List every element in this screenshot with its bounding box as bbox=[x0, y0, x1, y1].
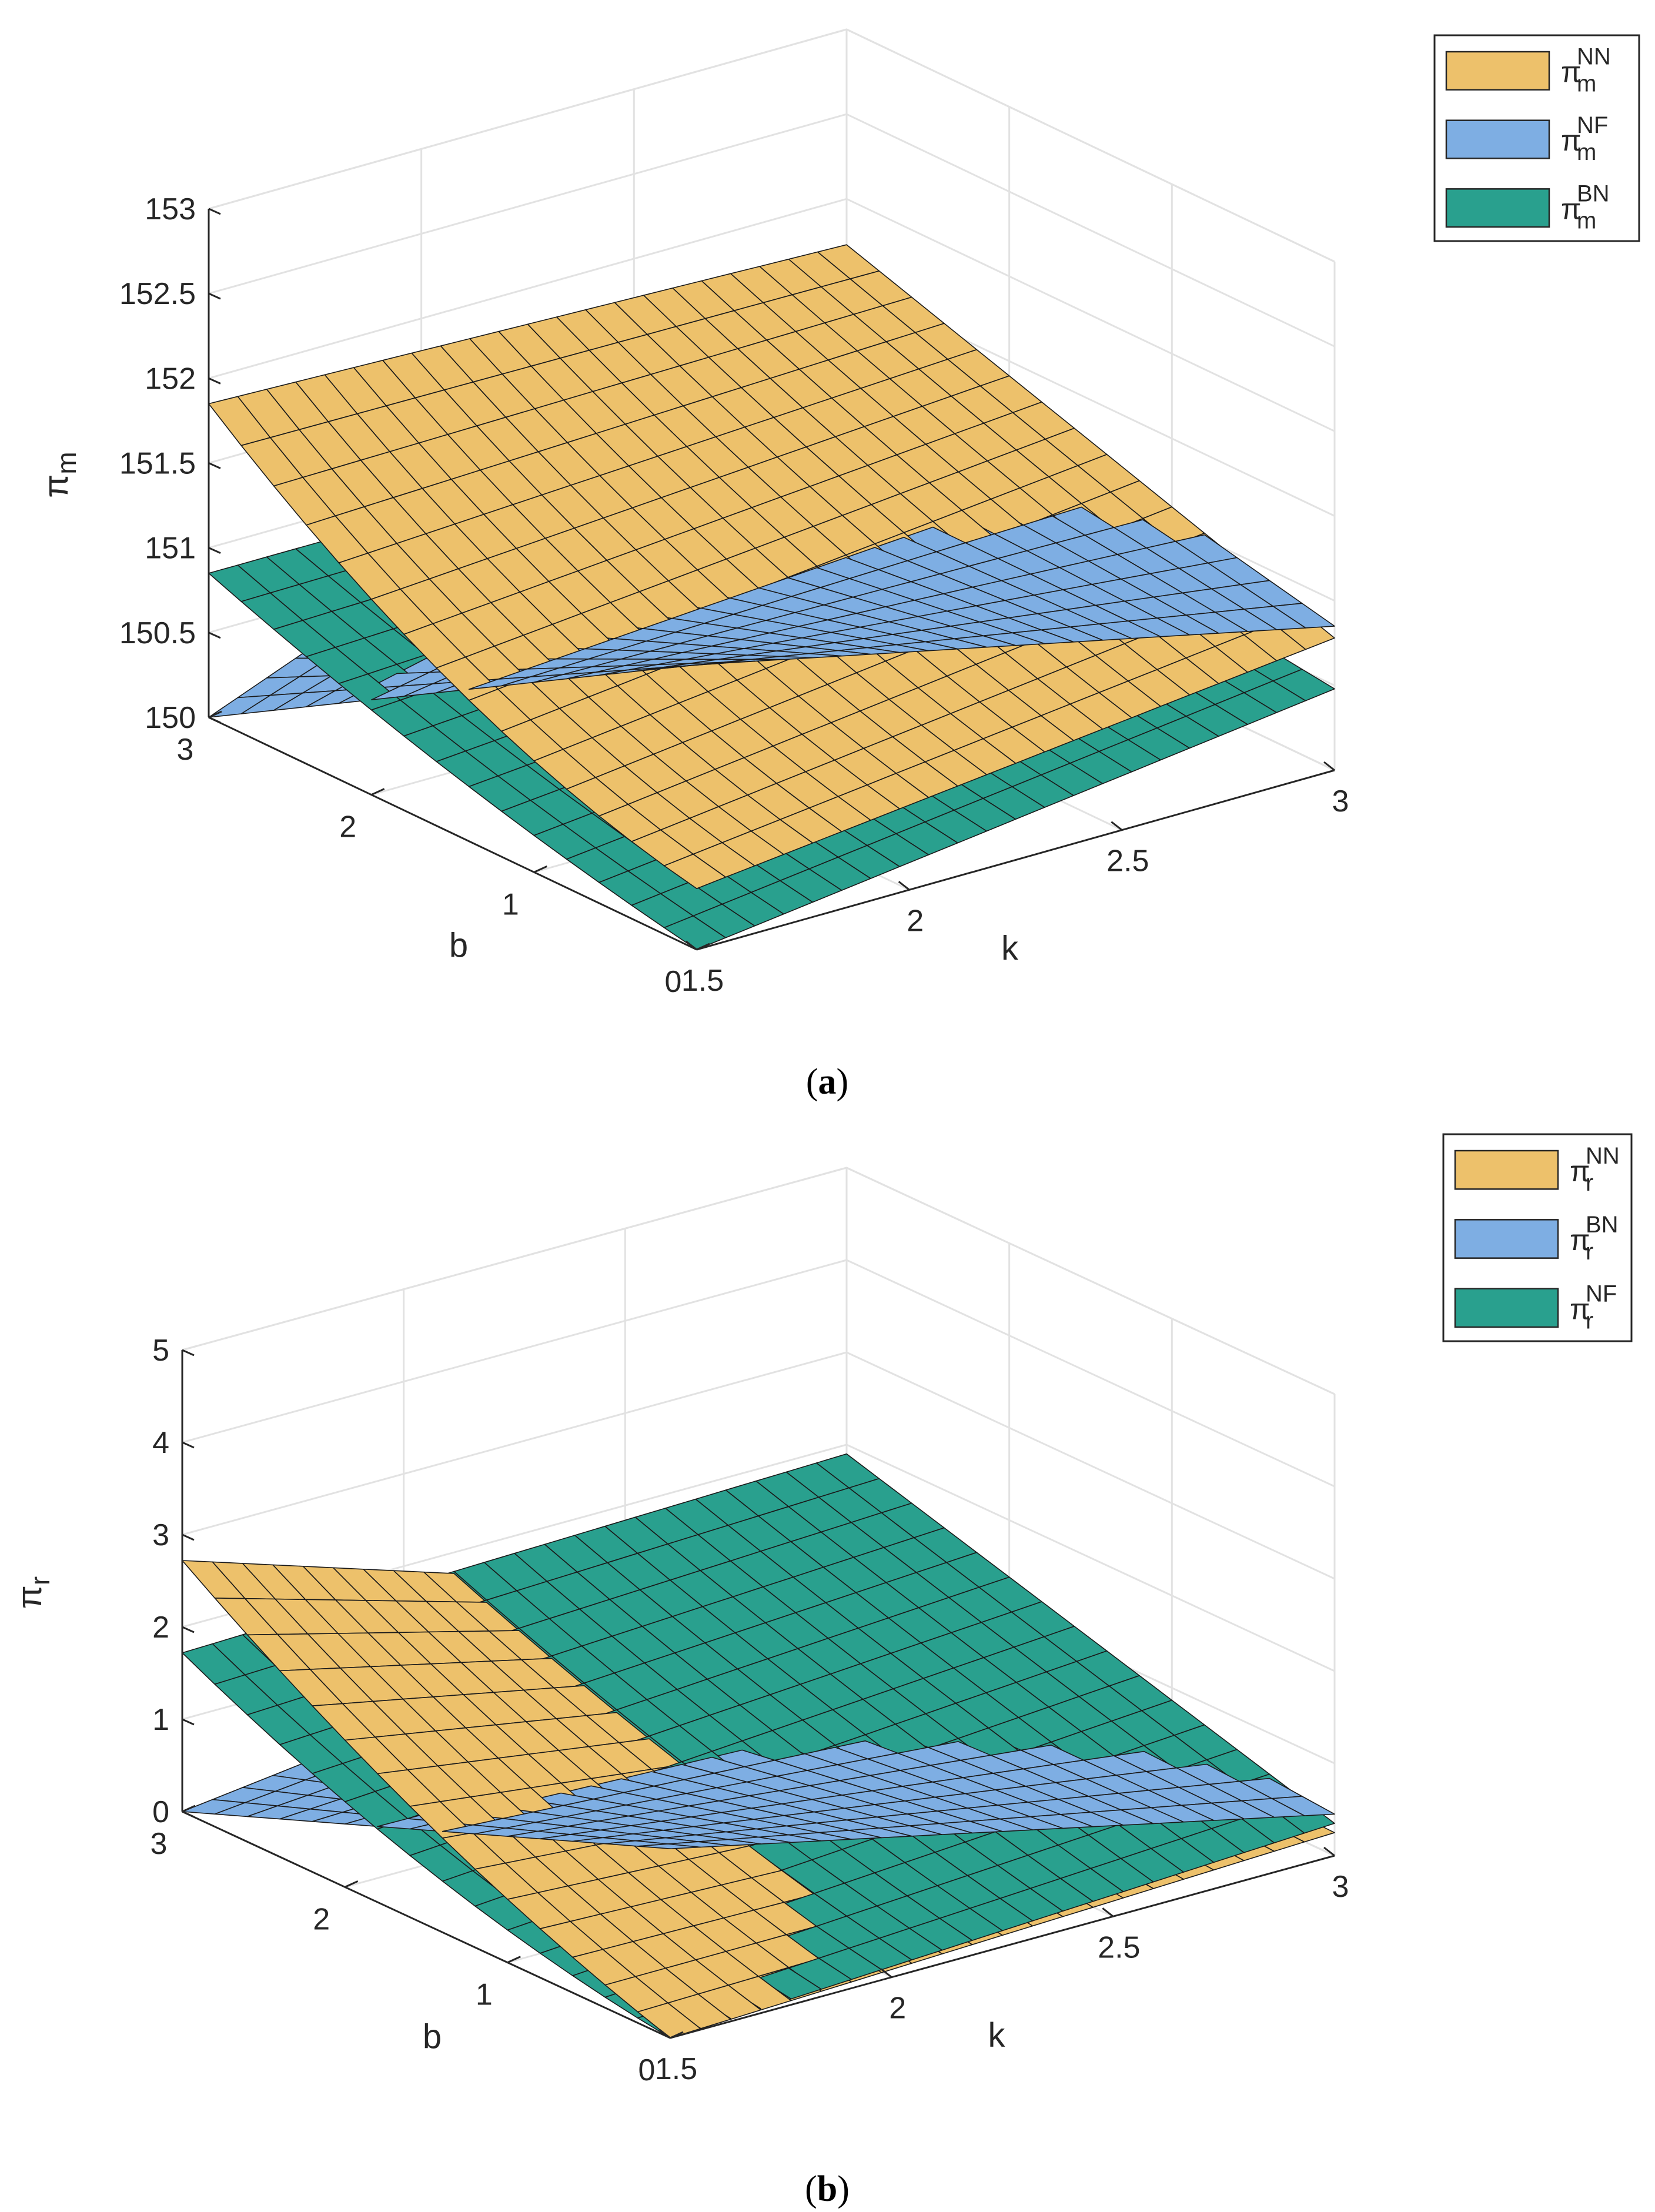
z-tick-label: 1 bbox=[152, 1703, 169, 1737]
z-tick-label: 151.5 bbox=[119, 447, 196, 481]
k-tick-label: 2.5 bbox=[1098, 1930, 1140, 1964]
b-tick-label: 2 bbox=[313, 1902, 330, 1936]
z-tick-label: 151 bbox=[145, 532, 196, 566]
z-axis-label: πm bbox=[37, 452, 82, 497]
b-tick bbox=[371, 788, 385, 796]
k-tick-label: 1.5 bbox=[655, 2052, 697, 2086]
z-tick bbox=[208, 631, 221, 639]
legend-swatch-nf bbox=[1454, 1288, 1559, 1328]
b-tick bbox=[507, 1956, 521, 1964]
b-tick bbox=[696, 943, 710, 951]
k-tick bbox=[1323, 1846, 1335, 1857]
k-axis-line bbox=[670, 1855, 1335, 2039]
z-tick-label: 150.5 bbox=[119, 616, 196, 650]
b-tick bbox=[670, 2031, 684, 2039]
z-tick-label: 2 bbox=[152, 1610, 169, 1645]
z-tick-label: 152.5 bbox=[119, 277, 196, 311]
wall-top-edge bbox=[208, 28, 1335, 263]
surface-cell-nn bbox=[663, 853, 727, 889]
legend-label-nn: πmNN bbox=[1561, 44, 1611, 96]
k-tick bbox=[686, 940, 697, 951]
k-axis-label: k bbox=[1001, 930, 1019, 968]
b-tick-label: 0 bbox=[665, 965, 682, 999]
k-axis-line bbox=[696, 769, 1335, 951]
k-tick-label: 1.5 bbox=[681, 964, 724, 998]
b-tick-label: 2 bbox=[339, 810, 356, 844]
k-tick bbox=[659, 2029, 671, 2039]
z-tick bbox=[182, 1441, 195, 1449]
z-tick bbox=[208, 208, 221, 215]
z-tick bbox=[182, 1349, 195, 1356]
z-tick-label: 152 bbox=[145, 362, 196, 396]
z-tick bbox=[208, 377, 221, 385]
b-axis-line bbox=[208, 716, 697, 951]
z-gridline bbox=[182, 1259, 1335, 1488]
b-tick bbox=[182, 1805, 196, 1813]
z-tick bbox=[208, 462, 221, 469]
k-tick-label: 3 bbox=[1332, 784, 1349, 818]
k-tick-label: 2 bbox=[907, 904, 924, 938]
panel-label-a: (a) bbox=[806, 1062, 848, 1102]
z-tick bbox=[208, 716, 221, 724]
legend-label-nf: πrNF bbox=[1570, 1281, 1617, 1334]
legend-swatch-bn bbox=[1445, 188, 1550, 228]
k-tick bbox=[1111, 821, 1123, 831]
legend-swatch-nn bbox=[1454, 1150, 1559, 1190]
k-tick-label: 2.5 bbox=[1106, 844, 1149, 878]
b-tick-label: 3 bbox=[151, 1827, 168, 1861]
b-tick-label: 3 bbox=[177, 733, 194, 767]
b-axis-label: b bbox=[423, 2018, 442, 2056]
legend-swatch-bn bbox=[1454, 1219, 1559, 1259]
z-tick bbox=[182, 1810, 195, 1818]
z-tick-label: 5 bbox=[152, 1334, 169, 1368]
z-gridline bbox=[182, 1167, 1335, 1395]
z-tick bbox=[182, 1626, 195, 1633]
surface-cell-bn bbox=[637, 1843, 701, 1849]
k-tick bbox=[1323, 761, 1335, 771]
b-axis-label: b bbox=[449, 927, 468, 965]
legend-label-bn: πmBN bbox=[1561, 181, 1610, 234]
legend-swatch-nf bbox=[1445, 119, 1550, 159]
z-tick-label: 0 bbox=[152, 1795, 169, 1829]
k-axis-label: k bbox=[988, 2016, 1006, 2054]
z-tick-label: 4 bbox=[152, 1426, 169, 1460]
k-tick bbox=[1102, 1907, 1114, 1917]
b-tick bbox=[533, 865, 547, 873]
z-tick-label: 150 bbox=[145, 701, 196, 735]
b-axis-line bbox=[182, 1810, 671, 2039]
b-tick-label: 1 bbox=[502, 887, 519, 921]
wall-top-edge bbox=[182, 1167, 1335, 1395]
legend-label-bn: πrBN bbox=[1570, 1212, 1619, 1265]
z-tick bbox=[182, 1533, 195, 1541]
b-tick bbox=[208, 710, 222, 719]
k-tick-label: 3 bbox=[1332, 1870, 1349, 1904]
z-tick bbox=[208, 547, 221, 554]
legend-label-nf: πmNF bbox=[1561, 112, 1608, 165]
z-tick bbox=[182, 1718, 195, 1726]
z-tick-label: 153 bbox=[145, 192, 196, 226]
figure-panel-a: 1.522.530123150150.5151151.5152152.5153k… bbox=[37, 28, 1640, 1102]
b-tick-label: 0 bbox=[638, 2053, 656, 2087]
surface-cell-bn bbox=[663, 915, 727, 950]
k-tick-label: 2 bbox=[889, 1992, 906, 2026]
z-axis-label: πr bbox=[11, 1576, 55, 1609]
legend-label-nn: πrNN bbox=[1570, 1143, 1620, 1196]
k-tick bbox=[898, 881, 910, 891]
z-tick-label: 3 bbox=[152, 1518, 169, 1552]
panel-label-b: (b) bbox=[805, 2169, 850, 2209]
k-tick bbox=[880, 1968, 892, 1978]
b-tick bbox=[345, 1880, 359, 1888]
b-tick-label: 1 bbox=[476, 1978, 493, 2012]
z-tick bbox=[208, 292, 221, 300]
surface-cell-nf bbox=[663, 662, 727, 669]
z-gridline bbox=[208, 28, 1335, 263]
legend-swatch-nn bbox=[1445, 51, 1550, 91]
